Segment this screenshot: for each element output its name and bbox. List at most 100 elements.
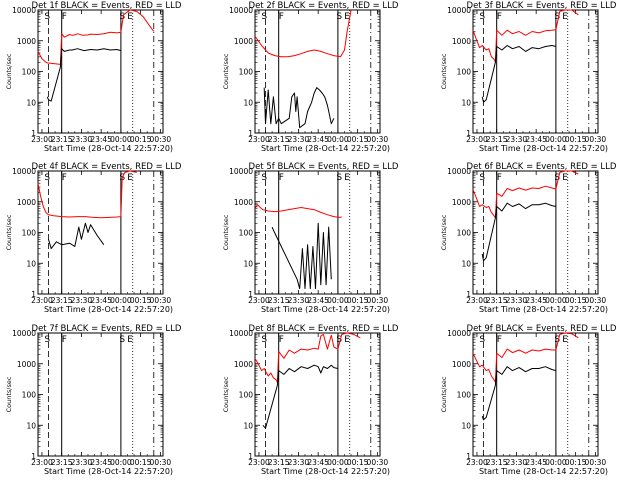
plot-title: Det 9f BLACK = Events, RED = LLD xyxy=(467,324,617,334)
plot-title: Det 5f BLACK = Events, RED = LLD xyxy=(249,162,399,172)
y-tick-label: 1 xyxy=(248,129,253,138)
marker-label: S xyxy=(261,335,267,345)
x-tick-label: 23:00 xyxy=(466,135,488,144)
plot-title: Det 2f BLACK = Events, RED = LLD xyxy=(249,1,399,11)
plot-frame xyxy=(254,9,381,134)
plot-title: Det 4f BLACK = Events, RED = LLD xyxy=(32,162,182,172)
y-tick-label: 10000 xyxy=(229,329,253,338)
y-tick-label: 1000 xyxy=(17,198,36,207)
lld-series-line xyxy=(472,332,579,383)
x-tick-label: 00:00 xyxy=(327,458,349,467)
x-tick-label: 23:00 xyxy=(31,458,53,467)
marker-label: F xyxy=(62,12,67,22)
x-tick-label: 00:15 xyxy=(130,296,152,305)
x-axis-label: Start Time (28-Oct-14 22:57:20) xyxy=(44,467,173,476)
x-tick-label: 23:45 xyxy=(525,458,547,467)
marker-label: S xyxy=(554,12,560,22)
x-tick-label: 23:15 xyxy=(268,135,290,144)
y-tick-label: 10000 xyxy=(12,329,36,338)
y-tick-label: 10000 xyxy=(229,167,253,176)
subplot-det-1: Det 1f BLACK = Events, RED = LLD Counts/s… xyxy=(5,1,182,153)
y-tick-label: 1000 xyxy=(234,360,253,369)
y-tick-label: 10 xyxy=(243,259,253,268)
y-tick-label: 100 xyxy=(239,391,254,400)
y-tick-label: 1 xyxy=(31,452,36,461)
x-tick-label: 23:15 xyxy=(51,458,73,467)
lld-series-line xyxy=(472,170,579,219)
y-axis-label: Counts/sec xyxy=(440,214,448,250)
x-tick-label: 00:00 xyxy=(545,296,567,305)
subplot-det-4: Det 4f BLACK = Events, RED = LLD Counts/s… xyxy=(5,162,182,314)
subplot-det-2: Det 2f BLACK = Events, RED = LLD Counts/s… xyxy=(222,1,399,153)
y-tick-label: 1000 xyxy=(452,198,471,207)
events-series-line xyxy=(481,45,557,103)
y-tick-label: 1000 xyxy=(17,37,36,46)
x-tick-label: 23:45 xyxy=(525,296,547,305)
lld-series-line xyxy=(37,170,137,219)
x-tick-label: 23:15 xyxy=(51,296,73,305)
y-axis-label: Counts/sec xyxy=(5,376,13,412)
x-axis-label: Start Time (28-Oct-14 22:57:20) xyxy=(261,144,390,153)
marker-label: S xyxy=(554,173,560,183)
y-tick-label: 100 xyxy=(22,68,37,77)
x-tick-label: 23:30 xyxy=(71,458,93,467)
x-tick-label: 23:00 xyxy=(31,296,53,305)
x-tick-label: 00:30 xyxy=(367,135,389,144)
y-tick-label: 10 xyxy=(243,98,253,107)
x-axis-label: Start Time (28-Oct-14 22:57:20) xyxy=(44,305,173,314)
marker-label: E xyxy=(562,173,568,183)
y-tick-label: 10 xyxy=(26,259,36,268)
subplot-det-6: Det 6f BLACK = Events, RED = LLD Counts/s… xyxy=(440,162,617,314)
y-tick-label: 100 xyxy=(457,391,472,400)
y-tick-label: 1000 xyxy=(234,198,253,207)
events-series-line xyxy=(48,222,105,250)
x-tick-label: 23:30 xyxy=(71,135,93,144)
y-axis-label: Counts/sec xyxy=(222,53,230,89)
plot-title: Det 1f BLACK = Events, RED = LLD xyxy=(32,1,182,11)
marker-label: E xyxy=(127,335,133,345)
plot-title: Det 3f BLACK = Events, RED = LLD xyxy=(467,1,617,11)
marker-label: S xyxy=(336,173,342,183)
y-tick-label: 10000 xyxy=(12,167,36,176)
subplot-det-8: Det 8f BLACK = Events, RED = LLD Counts/s… xyxy=(222,324,399,476)
x-tick-label: 00:00 xyxy=(110,458,132,467)
plot-title: Det 8f BLACK = Events, RED = LLD xyxy=(249,324,399,334)
x-tick-label: 23:45 xyxy=(90,458,112,467)
y-axis-label: Counts/sec xyxy=(5,214,13,250)
subplot-det-5: Det 5f BLACK = Events, RED = LLD Counts/s… xyxy=(222,162,399,314)
plot-frame xyxy=(37,9,164,134)
lld-series-line xyxy=(37,9,155,65)
y-tick-label: 1 xyxy=(466,129,471,138)
y-tick-label: 10000 xyxy=(447,6,471,15)
events-series-line xyxy=(481,202,557,262)
subplot-det-3: Det 3f BLACK = Events, RED = LLD Counts/s… xyxy=(440,1,617,153)
x-tick-label: 00:00 xyxy=(327,296,349,305)
x-tick-label: 23:00 xyxy=(248,296,270,305)
x-tick-label: 00:15 xyxy=(565,296,587,305)
marker-label: F xyxy=(279,173,284,183)
events-series-line xyxy=(481,366,557,421)
x-tick-label: 00:00 xyxy=(545,135,567,144)
marker-label: S xyxy=(44,335,50,345)
x-tick-label: 00:15 xyxy=(130,458,152,467)
lld-series-line xyxy=(472,9,579,63)
marker-label: F xyxy=(497,173,502,183)
x-tick-label: 00:30 xyxy=(585,458,607,467)
y-tick-label: 10000 xyxy=(12,6,36,15)
x-tick-label: 00:15 xyxy=(130,135,152,144)
marker-label: S xyxy=(44,12,50,22)
y-tick-label: 10 xyxy=(461,259,471,268)
x-tick-label: 00:00 xyxy=(110,296,132,305)
marker-label: F xyxy=(279,335,284,345)
events-series-line xyxy=(263,87,335,129)
lld-series-line xyxy=(254,204,342,218)
x-tick-label: 00:15 xyxy=(565,458,587,467)
plot-title: Det 7f BLACK = Events, RED = LLD xyxy=(32,324,182,334)
subplot-det-9: Det 9f BLACK = Events, RED = LLD Counts/s… xyxy=(440,324,617,476)
x-tick-label: 23:30 xyxy=(506,135,528,144)
y-tick-label: 1 xyxy=(248,452,253,461)
marker-label: F xyxy=(62,335,67,345)
x-axis-label: Start Time (28-Oct-14 22:57:20) xyxy=(44,144,173,153)
y-axis-label: Counts/sec xyxy=(222,376,230,412)
